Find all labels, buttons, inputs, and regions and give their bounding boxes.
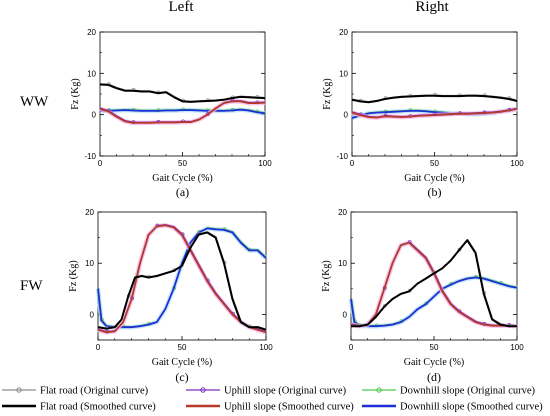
y-tick-label: 20	[339, 28, 348, 37]
y-tick-label: 0	[344, 111, 349, 120]
legend-item: Flat road (Original curve)	[2, 386, 149, 397]
smoothed-curve-flat-road	[351, 94, 518, 104]
y-axis-label: Fz (Kg)	[68, 260, 79, 291]
column-title-left: Left	[169, 0, 195, 15]
y-axis-label: Fz (Kg)	[321, 260, 332, 291]
legend-item: Downhill slope (Smoothed curve)	[362, 402, 543, 413]
y-tick-label: 0	[90, 310, 95, 319]
y-tick-label: 10	[85, 259, 94, 268]
x-tick-label: 0	[350, 159, 355, 168]
x-tick-label: 50	[178, 159, 187, 168]
x-axis-label: Gait Cycle (%)	[404, 357, 465, 368]
legend-marker	[200, 387, 206, 393]
y-tick-label: 0	[343, 310, 348, 319]
y-tick-label: 10	[338, 259, 347, 268]
legend-label: Downhill slope (Smoothed curve)	[400, 402, 543, 413]
panel-c: 0 10 20 0 50 100 Gait Cycle (%) Fz (Kg) (c)	[68, 208, 273, 384]
panel-caption: (c)	[175, 370, 188, 384]
smoothed-curve-flat-road	[99, 83, 266, 103]
legend-item: Flat road (Smoothed curve)	[2, 402, 156, 413]
panel-caption: (b)	[428, 185, 442, 199]
y-tick-label: 20	[87, 28, 96, 37]
row-label-ww: WW	[20, 94, 49, 110]
y-tick-label: -10	[84, 152, 96, 161]
x-axis-label: Gait Cycle (%)	[404, 173, 465, 184]
legend-label: Flat road (Smoothed curve)	[40, 402, 156, 413]
y-tick-label: 10	[339, 69, 348, 78]
x-tick-label: 50	[430, 159, 439, 168]
legend-marker	[16, 387, 22, 393]
legend-marker	[376, 387, 382, 393]
smoothed-curve-downhill-slope	[100, 108, 266, 115]
x-tick-label: 50	[178, 343, 187, 352]
plot-frame	[99, 31, 266, 157]
plot-frame	[351, 31, 518, 157]
y-axis-label: Fz (Kg)	[70, 78, 81, 109]
panel-caption: (d)	[427, 370, 441, 384]
y-axis-label: Fz (Kg)	[322, 78, 333, 109]
legend-item: Uphill slope (Smoothed curve)	[186, 402, 354, 413]
legend-label: Flat road (Original curve)	[40, 386, 149, 397]
legend: Flat road (Original curve) Uphill slope (…	[2, 386, 543, 413]
legend-item: Uphill slope (Original curve)	[186, 386, 347, 397]
smoothed-curve-uphill-slope	[99, 100, 266, 124]
panel-d: 0 10 20 0 50 100 Gait Cycle (%) Fz (Kg) (d)	[321, 208, 524, 384]
smoothed-curve-uphill-slope	[351, 108, 518, 119]
x-tick-label: 0	[96, 343, 101, 352]
smoothed-curve-flat-road	[351, 239, 517, 328]
column-title-right: Right	[415, 0, 449, 15]
legend-label: Uphill slope (Original curve)	[224, 386, 347, 397]
panel-caption: (a)	[176, 185, 189, 199]
x-tick-label: 0	[98, 159, 103, 168]
x-tick-label: 50	[430, 343, 439, 352]
y-tick-label: 20	[85, 208, 94, 217]
x-tick-label: 0	[349, 343, 354, 352]
x-tick-label: 100	[258, 159, 272, 168]
x-axis-label: Gait Cycle (%)	[152, 173, 213, 184]
y-tick-label: 20	[338, 208, 347, 217]
y-tick-label: 10	[87, 69, 96, 78]
smoothed-curve-uphill-slope	[97, 224, 267, 334]
x-tick-label: 100	[510, 343, 524, 352]
x-tick-label: 100	[510, 159, 524, 168]
y-tick-label: -10	[336, 152, 348, 161]
legend-item: Downhill slope (Original curve)	[362, 386, 536, 397]
smoothed-curve-uphill-slope	[350, 241, 518, 328]
legend-label: Downhill slope (Original curve)	[400, 386, 536, 397]
x-tick-label: 100	[259, 343, 273, 352]
original-curve-flat-road	[100, 83, 266, 102]
y-tick-label: 0	[92, 111, 97, 120]
smoothed-curve-flat-road	[97, 231, 267, 331]
smoothed-curve-downhill-slope	[350, 276, 518, 328]
x-axis-label: Gait Cycle (%)	[152, 357, 213, 368]
row-label-fw: FW	[20, 278, 43, 294]
legend-label: Uphill slope (Smoothed curve)	[224, 402, 354, 413]
